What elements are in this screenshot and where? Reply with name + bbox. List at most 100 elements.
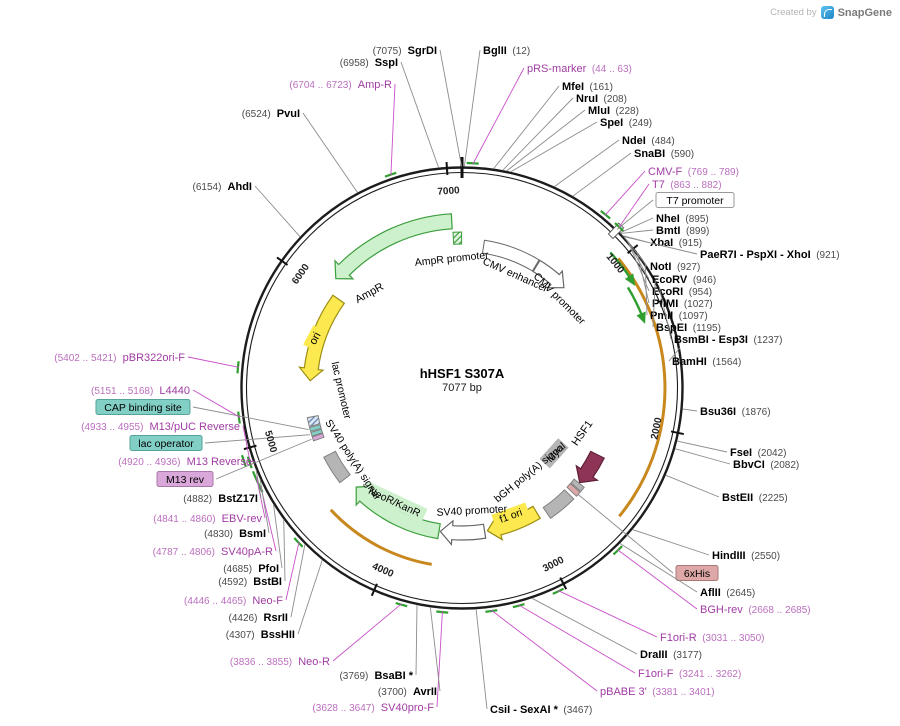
enzyme-label-mlui[interactable]: MluI (228) — [588, 105, 639, 117]
feature-hsf1-cds[interactable] — [575, 450, 606, 484]
feature-label-bgh-poly-a-signal[interactable]: bGH poly(A) signal — [492, 440, 568, 505]
primer-label-ebv-rev[interactable]: (4841 .. 4860) EBV-rev — [153, 513, 262, 525]
feature-tag-label-m13-rev[interactable]: M13 rev — [166, 474, 205, 486]
enzyme-label-bsmbi-esp3i[interactable]: BsmBI - Esp3I (1237) — [674, 334, 782, 346]
feature-tag-label-6xhis[interactable]: 6xHis — [684, 568, 710, 580]
feature-myc-tag[interactable] — [570, 478, 585, 493]
enzyme-label-bstz17i[interactable]: (4882) BstZ17I — [183, 493, 258, 505]
feature-label-sv40-promoter[interactable]: SV40 promoter — [436, 503, 508, 519]
feature-tag-label-t7-promoter[interactable]: T7 promoter — [666, 195, 724, 207]
enzyme-label-bspei[interactable]: BspEI (1195) — [656, 322, 721, 334]
feature-tag-box-6xhis[interactable] — [675, 565, 719, 581]
enzyme-label-aflii[interactable]: AflII (2645) — [700, 587, 755, 599]
feature-cmv-enhancer[interactable] — [481, 239, 540, 272]
feature-6xhis-tag[interactable] — [566, 482, 581, 497]
feature-tag-box-t7-promoter[interactable] — [655, 192, 735, 208]
primer-label-neo-r[interactable]: (3836 .. 3855) Neo-R — [230, 656, 330, 668]
enzyme-label-csii-sexai[interactable]: CsiI - SexAI * (3467) — [490, 704, 592, 716]
enzyme-label-fsei[interactable]: FseI (2042) — [730, 447, 786, 459]
enzyme-label-pmli[interactable]: PmlI (1097) — [650, 310, 708, 322]
enzyme-label-pvui[interactable]: (6524) PvuI — [242, 108, 300, 120]
primer-label-f1ori-f[interactable]: F1ori-F (3241 .. 3262) — [638, 668, 741, 680]
watermark-prefix: Created by — [770, 7, 817, 18]
feature-label-lac-promoter[interactable]: lac promoter — [329, 361, 354, 421]
enzyme-label-avrii[interactable]: (3700) AvrII — [378, 686, 437, 698]
enzyme-label-sgrdi[interactable]: (7075) SgrDI — [373, 45, 437, 57]
enzyme-label-bsshii[interactable]: (4307) BssHII — [226, 629, 295, 641]
enzyme-label-bglii[interactable]: BglII (12) — [483, 45, 530, 57]
primer-label-l4440[interactable]: (5151 .. 5168) L4440 — [91, 385, 190, 397]
primer-label-cmv-f[interactable]: CMV-F (769 .. 789) — [648, 166, 739, 178]
enzyme-label-bsabi[interactable]: (3769) BsaBI * — [339, 670, 413, 682]
primer-label-neo-f[interactable]: (4446 .. 4465) Neo-F — [184, 595, 283, 607]
feature-sv40-promoter[interactable] — [439, 519, 487, 547]
primer-label-sv40pro-f[interactable]: (3628 .. 3647) SV40pro-F — [312, 702, 434, 714]
feature-m13-rev-site[interactable] — [311, 432, 325, 442]
feature-ampr-promoter[interactable] — [452, 231, 463, 245]
feature-lac-promoter-site[interactable] — [306, 415, 321, 428]
enzyme-label-bsu36i[interactable]: Bsu36I (1876) — [700, 406, 771, 418]
primer-arrow-neo-f[interactable] — [293, 537, 304, 548]
primer-arrow-f1ori-r[interactable] — [552, 587, 565, 595]
feature-cap-binding-site[interactable] — [308, 424, 322, 432]
label-line-bsmi — [259, 479, 270, 534]
tick-mark-2000 — [670, 430, 684, 436]
primer-label-m13-puc-reverse[interactable]: (4933 .. 4955) M13/pUC Reverse — [81, 421, 240, 433]
feature-neor-orf-arc[interactable] — [329, 508, 432, 566]
feature-tag-box-lac-operator[interactable] — [129, 435, 203, 451]
enzyme-label-rsrii[interactable]: (4426) RsrII — [229, 612, 288, 624]
primer-label-prs-marker[interactable]: pRS-marker (44 .. 63) — [527, 63, 632, 75]
enzyme-label-ahdi[interactable]: (6154) AhdI — [193, 181, 252, 193]
enzyme-label-snabi[interactable]: SnaBI (590) — [634, 148, 694, 160]
primer-label-m13-reverse[interactable]: (4920 .. 4936) M13 Reverse — [118, 456, 252, 468]
enzyme-label-nrui[interactable]: NruI (208) — [576, 93, 627, 105]
label-line-l4440 — [192, 389, 241, 418]
primer-label-f1ori-r[interactable]: F1ori-R (3031 .. 3050) — [660, 632, 765, 644]
enzyme-label-bmti[interactable]: BmtI (899) — [656, 225, 709, 237]
enzyme-label-ecorv[interactable]: EcoRV (946) — [652, 274, 716, 286]
enzyme-label-mfei[interactable]: MfeI (161) — [562, 81, 613, 93]
primer-arrow-prs-marker[interactable] — [466, 161, 479, 165]
primer-label-pbr322ori-f[interactable]: (5402 .. 5421) pBR322ori-F — [54, 352, 185, 364]
primer-label-t7[interactable]: T7 (863 .. 882) — [652, 179, 722, 191]
feature-tag-label-lac-operator[interactable]: lac operator — [138, 438, 194, 450]
feature-label-ampr[interactable]: AmpR — [353, 281, 386, 306]
enzyme-label-bsteii[interactable]: BstEII (2225) — [722, 492, 788, 504]
feature-label-hsf1[interactable]: HSF1 — [570, 418, 596, 448]
feature-ampr[interactable] — [334, 213, 453, 280]
enzyme-label-hindiii[interactable]: HindIII (2550) — [712, 550, 780, 562]
feature-hsf1-orf-arc[interactable] — [617, 257, 667, 518]
enzyme-label-ndei[interactable]: NdeI (484) — [622, 135, 675, 147]
enzyme-label-sspi[interactable]: (6958) SspI — [340, 57, 398, 69]
feature-tag-box-cap-binding-site[interactable] — [95, 399, 191, 415]
enzyme-label-xbai[interactable]: XbaI (915) — [650, 237, 702, 249]
primer-arrow-f1ori-f[interactable] — [512, 603, 525, 609]
feature-label-ori[interactable]: ori — [303, 325, 326, 352]
feature-label-ampr-promoter[interactable]: AmpR promoter — [414, 249, 489, 269]
feature-lac-operator-site[interactable] — [310, 428, 324, 437]
feature-sv40-polya-signal[interactable] — [323, 450, 351, 484]
feature-cmv-promoter[interactable] — [532, 259, 565, 289]
enzyme-label-pflmi[interactable]: PflMI (1027) — [652, 298, 713, 310]
enzyme-label-bbvci[interactable]: BbvCI (2082) — [733, 459, 799, 471]
enzyme-label-nhei[interactable]: NheI (895) — [656, 213, 709, 225]
feature-bgh-polya-signal[interactable] — [542, 489, 575, 519]
primer-arrow-m13-reverse[interactable] — [246, 456, 253, 469]
feature-tag-label-cap-binding-site[interactable]: CAP binding site — [104, 402, 182, 414]
primer-label-bgh-rev[interactable]: BGH-rev (2668 .. 2685) — [700, 604, 811, 616]
enzyme-label-paer7i-pspxi-xhoi[interactable]: PaeR7I - PspXI - XhoI (921) — [700, 249, 840, 261]
primer-arrow-pbabe-3[interactable] — [485, 609, 498, 613]
enzyme-label-spei[interactable]: SpeI (249) — [600, 117, 652, 129]
enzyme-label-bamhi[interactable]: BamHI (1564) — [672, 356, 741, 368]
primer-label-sv40pa-r[interactable]: (4787 .. 4806) SV40pA-R — [153, 546, 273, 558]
feature-tag-box-m13-rev[interactable] — [156, 471, 214, 487]
primer-label-pbabe-3[interactable]: pBABE 3' (3381 .. 3401) — [600, 686, 715, 698]
enzyme-label-pfoi[interactable]: (4685) PfoI — [223, 563, 279, 575]
enzyme-label-bsmi[interactable]: (4830) BsmI — [204, 528, 266, 540]
enzyme-label-noti[interactable]: NotI (927) — [650, 261, 700, 273]
primer-arrow-neo-r[interactable] — [395, 601, 408, 608]
primer-label-amp-r[interactable]: (6704 .. 6723) Amp-R — [289, 79, 392, 91]
enzyme-label-bstbi[interactable]: (4592) BstBI — [218, 576, 282, 588]
enzyme-label-draiii[interactable]: DraIII (3177) — [640, 649, 702, 661]
primer-arrow-l4440[interactable] — [237, 411, 241, 424]
